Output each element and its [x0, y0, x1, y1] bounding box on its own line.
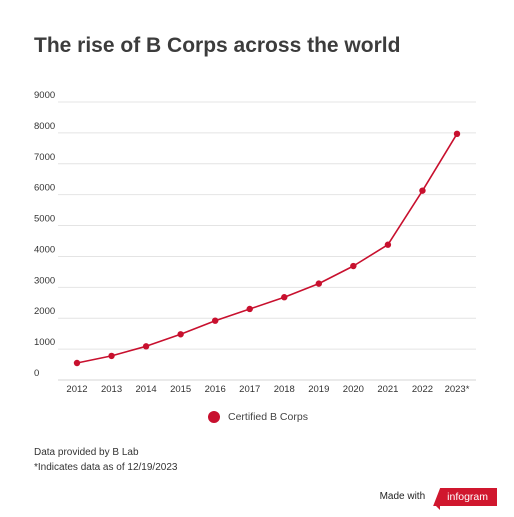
data-point-2018[interactable] [281, 294, 288, 301]
y-tick-label: 9000 [34, 90, 55, 101]
series-line [76, 133, 458, 364]
infogram-logo[interactable]: infogram [433, 488, 497, 506]
y-tick-label: 8000 [34, 121, 55, 132]
asterisk-note: *Indicates data as of 12/19/2023 [34, 462, 178, 473]
y-tick-label: 6000 [34, 183, 55, 194]
x-tick-label: 2019 [308, 384, 329, 395]
legend: Certified B Corps [208, 411, 308, 423]
source-note: Data provided by B Lab [34, 447, 139, 458]
x-tick-label: 2014 [136, 384, 157, 395]
data-point-2022[interactable] [419, 187, 426, 194]
data-point-2014[interactable] [142, 343, 150, 350]
legend-swatch [208, 411, 220, 423]
x-tick-label: 2017 [239, 384, 260, 395]
x-tick-label: 2018 [274, 384, 295, 395]
data-point-2015[interactable] [177, 331, 184, 338]
x-tick-label: 2023* [445, 384, 470, 395]
x-tick-label: 2021 [377, 384, 398, 395]
data-point-2013[interactable] [108, 352, 115, 360]
x-tick-label: 2016 [205, 384, 226, 395]
data-point-2021[interactable] [384, 241, 392, 248]
data-point-2023*[interactable] [453, 130, 461, 138]
data-point-2020[interactable] [350, 262, 357, 270]
chart-title: The rise of B Corps across the world [34, 34, 401, 57]
y-axis-ticks: 0 1000 2000 3000 4000 5000 6000 7000 8000 9000 [34, 90, 55, 379]
x-tick-label: 2015 [170, 384, 191, 395]
x-tick-label: 2012 [66, 384, 87, 395]
x-tick-label: 2022 [412, 384, 433, 395]
x-tick-label: 2020 [343, 384, 364, 395]
y-tick-label: 5000 [34, 214, 55, 225]
data-point-2019[interactable] [315, 280, 323, 287]
infogram-branding[interactable]: Made with infogram [379, 487, 497, 510]
y-tick-label: 3000 [34, 275, 55, 286]
y-tick-label: 4000 [34, 244, 55, 255]
y-tick-label: 0 [34, 368, 39, 379]
y-tick-label: 2000 [34, 306, 55, 317]
data-point-2012[interactable] [73, 359, 81, 367]
data-point-2016[interactable] [211, 317, 219, 324]
legend-label: Certified B Corps [228, 411, 308, 423]
y-tick-label: 7000 [34, 152, 55, 163]
infogram-logo-tail [434, 504, 441, 510]
branding-prefix: Made with [379, 490, 426, 502]
x-tick-label: 2013 [101, 384, 122, 395]
data-point-2017[interactable] [246, 305, 253, 313]
x-axis-ticks: 2012 2013 2014 2015 2016 2017 2018 2019 2020 2021… [66, 384, 469, 395]
series-layer [73, 130, 461, 367]
y-tick-label: 1000 [34, 337, 55, 348]
gridlines [58, 101, 476, 381]
